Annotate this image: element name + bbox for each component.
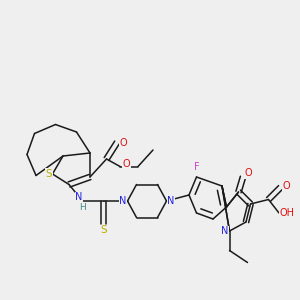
Text: N: N bbox=[75, 192, 82, 203]
Text: O: O bbox=[123, 159, 130, 169]
Text: S: S bbox=[46, 169, 52, 179]
Text: N: N bbox=[119, 196, 127, 206]
Text: O: O bbox=[282, 181, 290, 191]
Text: H: H bbox=[79, 203, 86, 212]
Text: F: F bbox=[194, 161, 200, 172]
Text: O: O bbox=[119, 137, 127, 148]
Text: OH: OH bbox=[280, 208, 295, 218]
Text: O: O bbox=[244, 168, 252, 178]
Text: N: N bbox=[167, 196, 175, 206]
Text: S: S bbox=[100, 225, 107, 235]
Text: N: N bbox=[221, 226, 229, 236]
